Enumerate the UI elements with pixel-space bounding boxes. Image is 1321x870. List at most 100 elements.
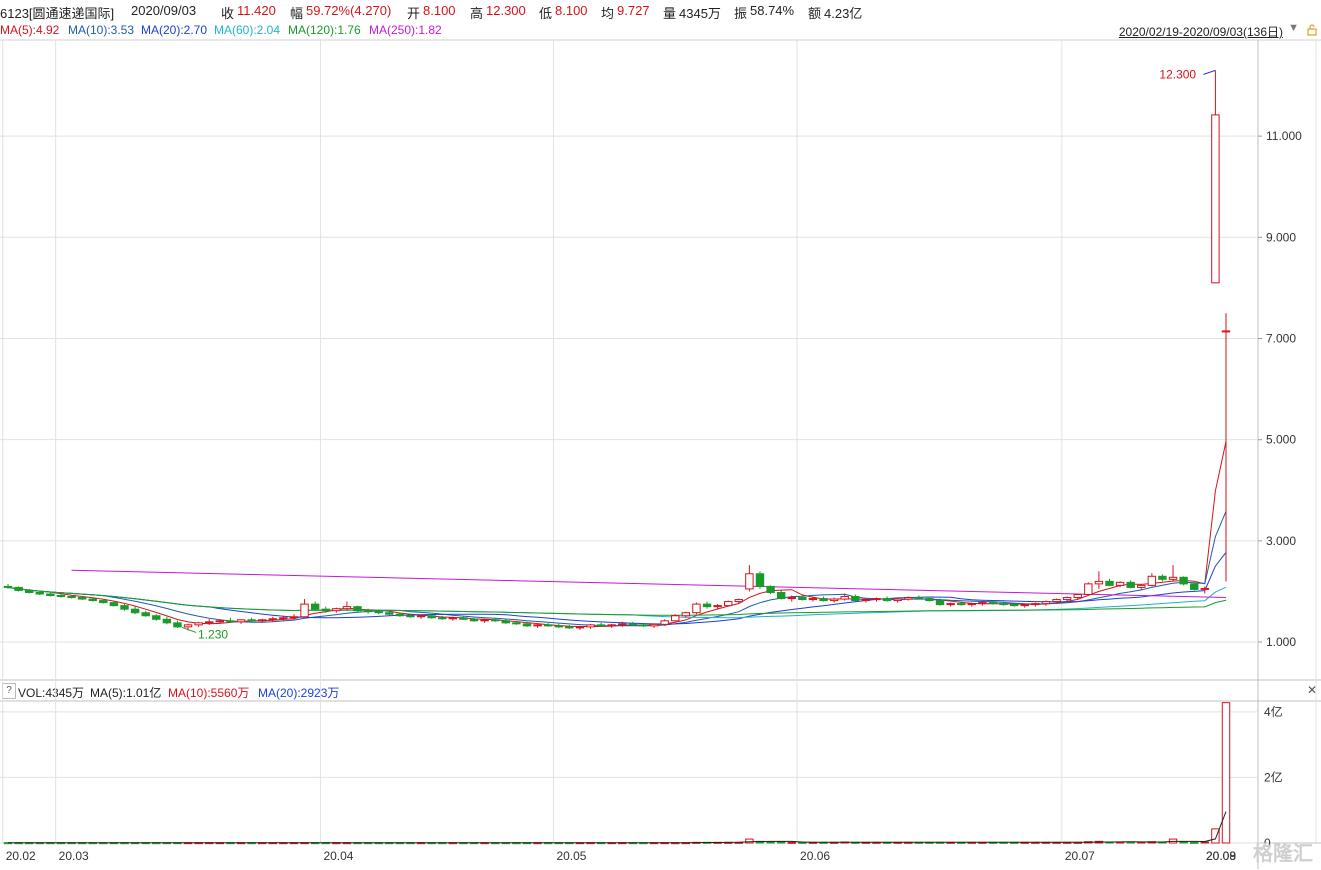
y-tick-label: 7.000: [1266, 331, 1296, 345]
candle-body: [935, 600, 945, 606]
candle-body: [957, 603, 966, 606]
candle-body: [1094, 580, 1104, 585]
candle-body: [300, 603, 309, 618]
candle-body: [205, 621, 214, 624]
x-tick-label: 20.05: [556, 849, 586, 863]
candle-body: [607, 624, 616, 627]
x-tick-label: 20.02: [6, 849, 36, 863]
volume-ma5-line: [8, 811, 1227, 844]
candle-body: [808, 598, 818, 601]
candle-body: [3, 585, 13, 588]
candles-layer: [3, 70, 1231, 631]
candle-body: [77, 597, 87, 600]
swing-label: 振: [734, 6, 748, 21]
candle-body: [67, 596, 76, 599]
candle-body: [321, 608, 330, 612]
candle-body: [1062, 597, 1072, 601]
candle-body: [565, 626, 574, 629]
x-tick-label: 20.09: [1206, 849, 1236, 863]
volume-bar: [776, 841, 786, 844]
candle-body: [649, 623, 659, 627]
candle-body: [872, 598, 881, 601]
y-tick-label: 11.000: [1266, 129, 1302, 143]
close-value: 11.420: [237, 3, 276, 18]
candle-body: [967, 603, 977, 606]
max-marker-label: 12.300: [1159, 67, 1196, 81]
candle-body: [755, 573, 765, 587]
candle-body: [1084, 583, 1093, 595]
candle-body: [1179, 576, 1188, 585]
low-value: 8.100: [555, 3, 588, 18]
volume-bar: [787, 841, 796, 844]
candle-body: [618, 623, 627, 626]
candle-body: [501, 620, 510, 624]
candle-body: [1126, 581, 1135, 588]
candle-body: [130, 608, 140, 614]
candle-body: [745, 573, 754, 590]
candle-body: [162, 618, 172, 624]
candle-body: [554, 625, 563, 628]
candle-body: [152, 615, 161, 620]
volume-bars-layer: [3, 702, 1231, 845]
candle-body: [628, 623, 638, 626]
y-tick-label: 3.000: [1266, 534, 1296, 548]
candle-body: [798, 597, 807, 601]
candle-body: [1147, 575, 1157, 586]
quote-date: 2020/09/03: [131, 3, 197, 18]
volume-bar: [1190, 841, 1199, 844]
candle-body: [893, 598, 902, 602]
quote-info-bar: 6123[圆通速递国际] 2020/09/03 收 11.420 幅 59.72…: [0, 0, 1321, 22]
volume-bar: [1179, 841, 1188, 844]
candle-body: [1115, 581, 1125, 586]
y-tick-label: 9.000: [1266, 230, 1296, 244]
close-label: 收: [221, 6, 235, 21]
candle-body: [236, 619, 246, 623]
candle-body: [14, 586, 23, 591]
candle-body: [427, 615, 436, 619]
ma120-line: [7, 586, 1227, 616]
candle-body: [713, 605, 722, 608]
candle-body: [596, 624, 606, 627]
candle-body: [215, 620, 225, 623]
candle-body: [88, 598, 97, 602]
candle-body: [310, 603, 320, 610]
amount-label: 额: [808, 6, 822, 21]
close-volume-panel-icon[interactable]: ✕: [1306, 683, 1317, 697]
candle-body: [469, 618, 479, 622]
lock-icon[interactable]: [1307, 24, 1317, 36]
volume-bar: [1200, 841, 1210, 844]
ma-legend: MA(5):4.92 MA(10):3.53 MA(20):2.70 MA(60…: [0, 22, 1321, 38]
volume-label: 量: [663, 6, 677, 21]
candle-body: [978, 602, 987, 605]
candle-body: [363, 610, 373, 613]
candle-body: [1073, 593, 1082, 599]
candle-body: [385, 612, 394, 615]
candle-body: [1009, 604, 1019, 607]
candle-body: [1020, 604, 1029, 607]
range-dropdown-icon[interactable]: ▼: [1288, 22, 1299, 34]
volume-tick-label: 4亿: [1264, 704, 1283, 719]
high-value: 12.300: [486, 3, 526, 18]
candle-body: [46, 593, 55, 597]
avg-value: 9.727: [617, 3, 650, 18]
candle-body: [1052, 599, 1061, 603]
volume-legend: VOL:4345万 MA(5):1.01亿 MA(10):5560万 MA(20…: [0, 682, 1321, 700]
candle-body: [734, 599, 744, 603]
open-label: 开: [407, 6, 421, 21]
candle-body: [766, 585, 775, 593]
ma60-legend: MA(60):2.04: [214, 23, 281, 37]
candle-body: [543, 624, 553, 627]
candle-body: [724, 601, 733, 607]
candle-body: [988, 602, 998, 605]
candle-body: [819, 598, 828, 602]
moving-average-lines: [7, 441, 1227, 627]
ma250-line: [71, 569, 1227, 598]
date-range-label[interactable]: 2020/02/19-2020/09/03(136日): [1118, 25, 1283, 39]
vol-ma10-legend: MA(10):5560万: [168, 686, 250, 700]
candle-body: [1221, 330, 1231, 333]
volume-tick-label: 2亿: [1264, 769, 1283, 784]
candle-body: [120, 605, 129, 610]
candle-body: [946, 603, 955, 606]
candle-body: [99, 600, 108, 604]
